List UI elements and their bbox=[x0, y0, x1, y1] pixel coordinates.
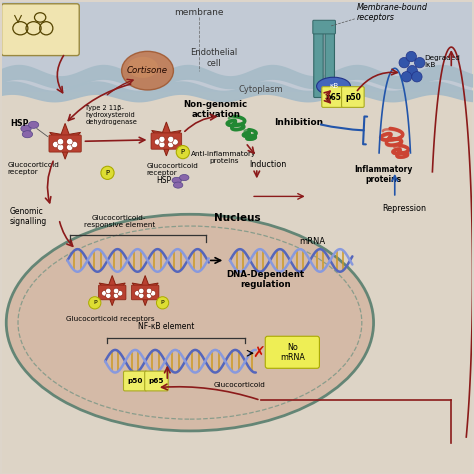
Ellipse shape bbox=[21, 125, 31, 132]
Circle shape bbox=[415, 57, 425, 68]
Text: Glucocorticoid
receptor: Glucocorticoid receptor bbox=[7, 163, 59, 175]
Text: Genomic
signalling: Genomic signalling bbox=[10, 207, 47, 227]
Circle shape bbox=[401, 72, 412, 82]
Circle shape bbox=[176, 146, 190, 159]
Circle shape bbox=[71, 141, 78, 148]
Text: No
mRNA: No mRNA bbox=[280, 343, 305, 362]
Circle shape bbox=[138, 288, 144, 294]
FancyBboxPatch shape bbox=[1, 4, 79, 55]
Text: Endothelial
cell: Endothelial cell bbox=[190, 48, 237, 68]
Text: Glucocorticoid: Glucocorticoid bbox=[213, 382, 265, 388]
Circle shape bbox=[118, 291, 123, 296]
Text: Cortisone: Cortisone bbox=[127, 66, 168, 75]
Text: mRNA: mRNA bbox=[299, 237, 326, 246]
FancyBboxPatch shape bbox=[151, 133, 182, 149]
Text: p65: p65 bbox=[149, 378, 164, 384]
Text: P: P bbox=[93, 301, 97, 305]
Circle shape bbox=[135, 291, 140, 296]
Text: membrane: membrane bbox=[174, 8, 224, 17]
Circle shape bbox=[113, 288, 119, 294]
Circle shape bbox=[406, 51, 417, 62]
Text: Induction: Induction bbox=[249, 160, 286, 169]
Circle shape bbox=[399, 57, 410, 68]
Text: Glucocorticoid
receptor: Glucocorticoid receptor bbox=[146, 164, 199, 176]
Circle shape bbox=[168, 137, 174, 142]
Ellipse shape bbox=[6, 214, 374, 431]
FancyBboxPatch shape bbox=[99, 285, 126, 300]
Circle shape bbox=[57, 144, 64, 151]
FancyBboxPatch shape bbox=[265, 336, 319, 368]
Circle shape bbox=[138, 293, 144, 298]
Text: ✗: ✗ bbox=[252, 346, 264, 361]
Text: Glucocorticoid-
responsive element: Glucocorticoid- responsive element bbox=[83, 215, 155, 228]
Text: Non-genomic
activation: Non-genomic activation bbox=[184, 100, 248, 119]
Ellipse shape bbox=[22, 131, 33, 138]
Text: κB: κB bbox=[329, 83, 338, 89]
Circle shape bbox=[66, 138, 73, 145]
Text: Degraded
IκB: Degraded IκB bbox=[424, 55, 460, 68]
Text: Nucleus: Nucleus bbox=[214, 213, 260, 223]
Ellipse shape bbox=[128, 57, 158, 78]
Text: HSP: HSP bbox=[10, 119, 28, 128]
Ellipse shape bbox=[180, 174, 189, 181]
Text: p50: p50 bbox=[128, 378, 143, 384]
FancyBboxPatch shape bbox=[131, 285, 159, 300]
FancyBboxPatch shape bbox=[342, 87, 364, 108]
Ellipse shape bbox=[122, 51, 173, 90]
Circle shape bbox=[66, 144, 73, 151]
Circle shape bbox=[106, 288, 111, 294]
Circle shape bbox=[156, 297, 169, 309]
FancyBboxPatch shape bbox=[49, 135, 81, 152]
Text: P: P bbox=[181, 149, 185, 155]
Circle shape bbox=[159, 142, 165, 148]
Polygon shape bbox=[132, 275, 158, 306]
Circle shape bbox=[101, 166, 114, 180]
Circle shape bbox=[106, 293, 111, 298]
Text: Inflammatory
proteins: Inflammatory proteins bbox=[354, 165, 412, 184]
Text: P: P bbox=[105, 170, 109, 176]
Polygon shape bbox=[1, 2, 473, 92]
Circle shape bbox=[172, 139, 178, 145]
Ellipse shape bbox=[28, 121, 39, 128]
Circle shape bbox=[89, 297, 101, 309]
Ellipse shape bbox=[172, 177, 182, 183]
Text: Glucocorticoid receptors: Glucocorticoid receptors bbox=[65, 316, 154, 321]
Text: p50: p50 bbox=[345, 92, 361, 101]
Text: p65: p65 bbox=[325, 92, 341, 101]
FancyBboxPatch shape bbox=[145, 371, 168, 391]
Polygon shape bbox=[1, 92, 473, 474]
Circle shape bbox=[113, 293, 119, 298]
Circle shape bbox=[159, 137, 165, 142]
Text: P: P bbox=[161, 301, 164, 305]
Text: Anti-inflammatory
proteins: Anti-inflammatory proteins bbox=[191, 151, 256, 164]
FancyBboxPatch shape bbox=[124, 371, 147, 391]
Text: Inhibition: Inhibition bbox=[273, 118, 323, 127]
Circle shape bbox=[146, 288, 152, 294]
Circle shape bbox=[407, 65, 418, 76]
Circle shape bbox=[168, 142, 174, 148]
Ellipse shape bbox=[317, 77, 350, 95]
Polygon shape bbox=[99, 275, 125, 306]
Text: DNA-Dependent
regulation: DNA-Dependent regulation bbox=[226, 270, 304, 289]
Circle shape bbox=[150, 291, 156, 296]
Ellipse shape bbox=[173, 182, 183, 188]
FancyBboxPatch shape bbox=[313, 20, 336, 34]
Circle shape bbox=[146, 293, 152, 298]
Text: Type 2 11β-
hydroxysteroid
dehydrogenase: Type 2 11β- hydroxysteroid dehydrogenase bbox=[85, 105, 137, 125]
FancyBboxPatch shape bbox=[314, 23, 323, 98]
Circle shape bbox=[101, 291, 107, 296]
Text: HSP: HSP bbox=[156, 176, 171, 185]
Text: NF-κB element: NF-κB element bbox=[138, 322, 194, 331]
Circle shape bbox=[57, 138, 64, 145]
Text: Membrane-bound
receptors: Membrane-bound receptors bbox=[357, 3, 428, 22]
Polygon shape bbox=[152, 122, 181, 156]
Circle shape bbox=[412, 72, 422, 82]
Circle shape bbox=[53, 141, 59, 148]
FancyBboxPatch shape bbox=[322, 87, 345, 108]
Text: Cytoplasm: Cytoplasm bbox=[238, 85, 283, 94]
Polygon shape bbox=[50, 123, 81, 159]
Text: Repression: Repression bbox=[382, 204, 426, 213]
Circle shape bbox=[155, 139, 161, 145]
FancyBboxPatch shape bbox=[325, 23, 335, 98]
